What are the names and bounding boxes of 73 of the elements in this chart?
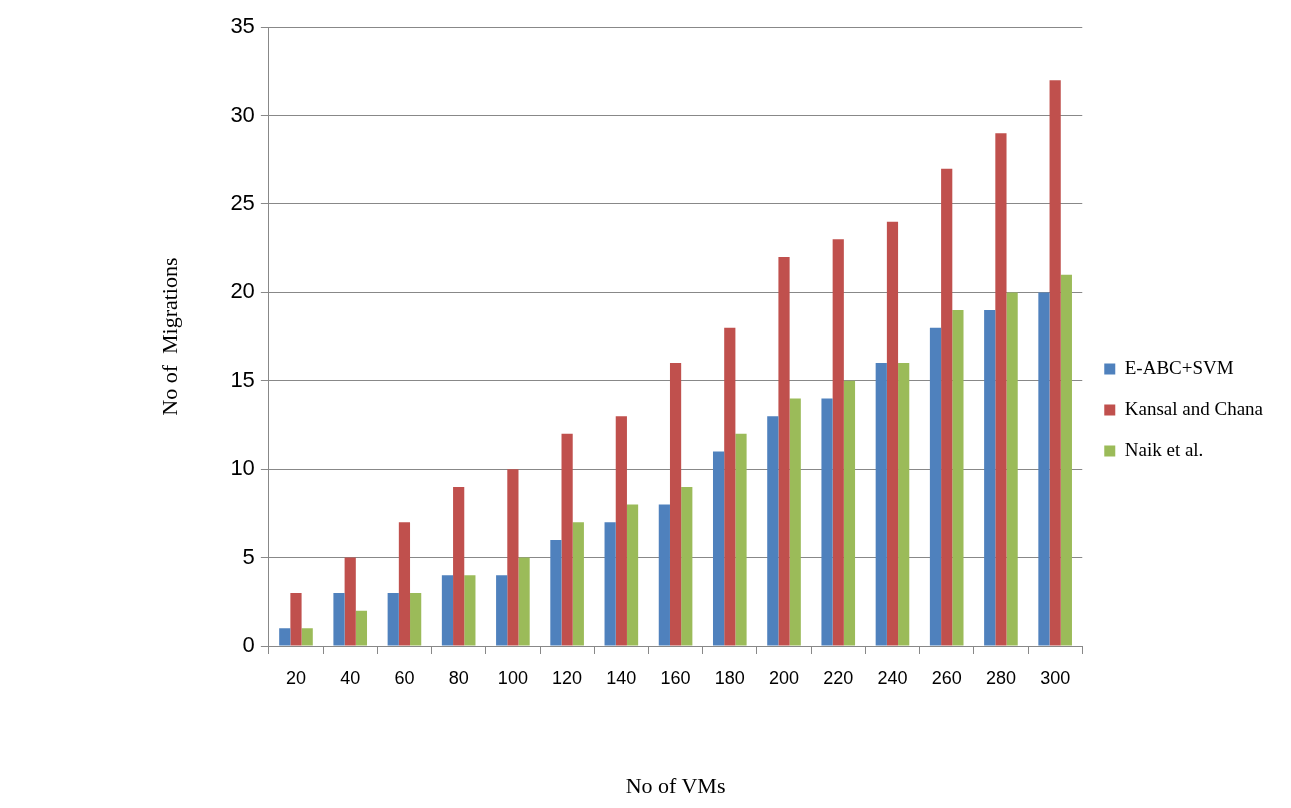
x-tick-label: 300 (1040, 667, 1071, 688)
bar (1049, 80, 1061, 646)
x-tick-label: 200 (769, 667, 800, 688)
y-tick-label: 0 (242, 632, 255, 658)
bar (789, 398, 801, 646)
y-tick-label: 30 (230, 101, 255, 127)
bar (410, 592, 422, 646)
bar (681, 486, 693, 646)
bar (626, 504, 639, 646)
x-tick-label: 20 (285, 667, 306, 688)
bar (778, 257, 790, 646)
y-tick-label: 10 (230, 455, 255, 481)
legend-label: Kansal and Chana (1124, 397, 1264, 419)
x-tick-label: 260 (931, 667, 962, 688)
bar (344, 557, 356, 646)
x-tick-label: 60 (394, 667, 415, 688)
legend-label: Naik et al. (1124, 438, 1204, 460)
bar (398, 522, 411, 646)
bar (886, 221, 899, 646)
bar (572, 522, 584, 646)
y-tick-label: 25 (230, 190, 255, 216)
bar (615, 416, 627, 646)
bar (604, 522, 616, 646)
bar (875, 363, 887, 646)
x-tick-label: 240 (877, 667, 908, 688)
bar (658, 504, 670, 646)
bar (941, 168, 953, 646)
bar (984, 310, 996, 646)
y-tick-label: 20 (230, 278, 255, 304)
bar (355, 610, 368, 646)
bar (301, 628, 313, 646)
x-tick-label: 180 (714, 667, 745, 688)
bar (821, 398, 833, 646)
bar (279, 628, 291, 646)
bar (1006, 292, 1018, 646)
bar (1038, 292, 1050, 646)
x-tick-label: 100 (497, 667, 528, 688)
y-tick-label: 15 (230, 366, 255, 392)
bar (724, 327, 736, 646)
y-tick-label: 5 (242, 543, 255, 569)
bar (767, 416, 779, 646)
legend-label: E-ABC+SVM (1124, 356, 1234, 378)
x-axis-title: No of VMs (625, 772, 726, 798)
bar (387, 592, 399, 646)
bar (1060, 274, 1072, 646)
bar (898, 363, 910, 646)
bar (832, 239, 844, 646)
x-tick-label: 140 (606, 667, 637, 688)
bar (929, 327, 942, 646)
x-tick-label: 120 (552, 667, 583, 688)
bar (496, 575, 508, 646)
x-tick-label: 220 (823, 667, 854, 688)
x-tick-label: 40 (340, 667, 361, 688)
bar (995, 133, 1007, 646)
bar (507, 469, 519, 646)
bar (550, 539, 562, 646)
bar (464, 575, 476, 646)
x-tick-label: 80 (448, 667, 469, 688)
bar (441, 575, 454, 646)
x-tick-label: 160 (660, 667, 691, 688)
bar (843, 380, 856, 646)
bar (735, 433, 747, 646)
bar (518, 557, 530, 646)
bar (669, 363, 682, 646)
bar (453, 486, 465, 646)
x-tick-label: 280 (985, 667, 1016, 688)
bar (952, 310, 964, 646)
y-tick-label: 35 (230, 13, 255, 39)
bar (561, 433, 573, 646)
bar (712, 451, 725, 646)
y-axis-title: No of Migrations (156, 257, 182, 416)
bar (290, 592, 302, 646)
bar (333, 592, 345, 646)
